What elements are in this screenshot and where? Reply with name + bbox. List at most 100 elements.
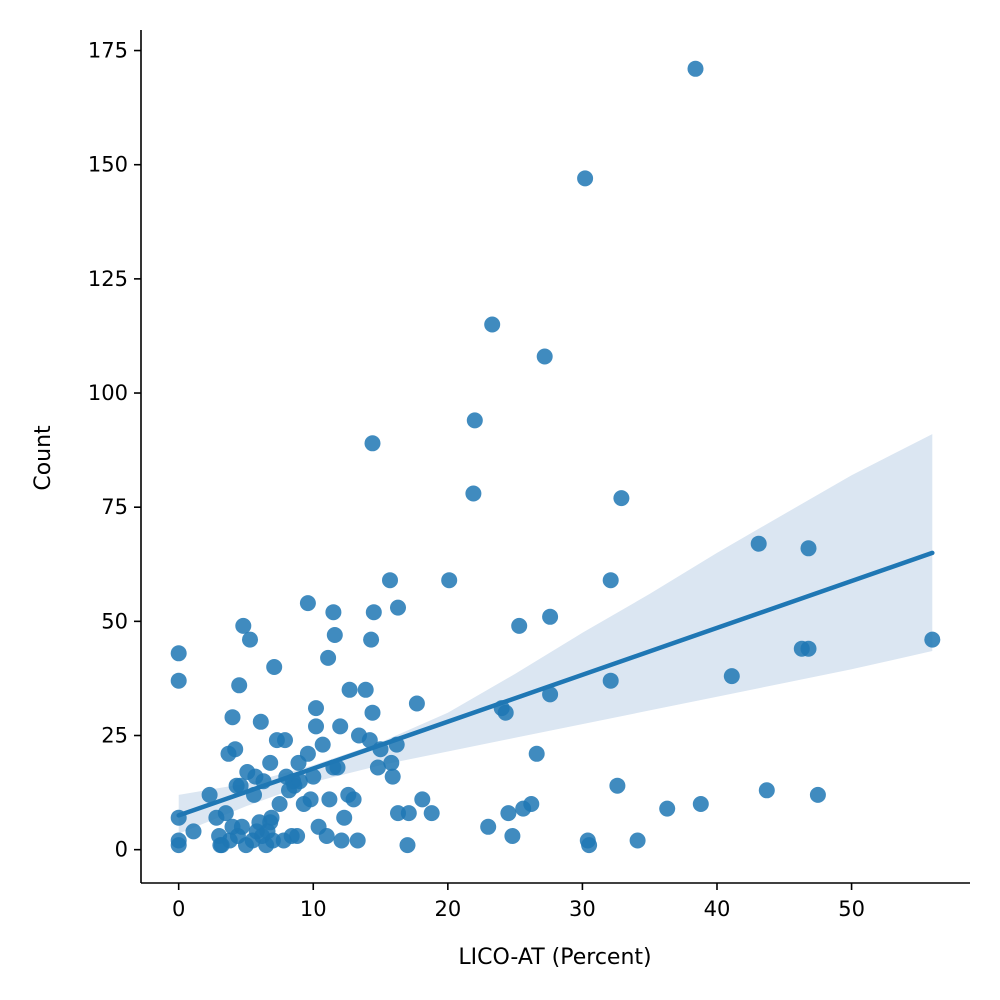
data-point <box>480 818 497 835</box>
y-ticks: 0 25 50 75 100 125 150 175 <box>88 39 141 862</box>
data-point <box>629 832 646 849</box>
data-point <box>542 686 559 703</box>
data-point <box>320 649 337 666</box>
data-point <box>383 754 400 771</box>
data-point <box>577 170 594 187</box>
data-point <box>484 316 501 333</box>
data-point <box>364 435 381 452</box>
data-point <box>613 490 630 507</box>
data-point <box>390 599 406 616</box>
data-point <box>687 60 704 77</box>
data-point <box>308 700 324 717</box>
data-point <box>382 572 398 589</box>
data-point <box>542 608 559 625</box>
data-point <box>247 768 264 785</box>
data-point <box>800 540 817 557</box>
y-tick-label: 150 <box>88 153 128 177</box>
data-point <box>528 745 545 762</box>
regression-line <box>176 550 935 818</box>
data-point <box>332 718 349 735</box>
data-point <box>321 791 338 808</box>
data-point <box>399 837 416 854</box>
data-point <box>511 617 528 634</box>
data-point <box>232 777 249 794</box>
x-axis-label: LICO-AT (Percent) <box>458 945 651 970</box>
data-point <box>283 828 300 844</box>
data-point <box>233 818 250 835</box>
data-point <box>408 695 425 712</box>
data-point <box>217 805 234 822</box>
data-point <box>602 672 619 689</box>
data-point <box>504 828 521 844</box>
data-point <box>291 773 308 790</box>
data-point <box>271 796 288 812</box>
data-point <box>201 786 218 803</box>
data-point <box>345 791 362 808</box>
data-point <box>333 832 350 849</box>
data-point <box>308 718 324 735</box>
data-point <box>310 818 327 835</box>
data-point <box>361 732 378 749</box>
data-point <box>231 677 248 694</box>
data-point <box>364 704 381 721</box>
data-point <box>723 668 740 685</box>
data-point <box>602 572 619 589</box>
y-tick-label: 25 <box>101 724 128 748</box>
data-point <box>384 768 401 785</box>
data-point <box>365 604 382 621</box>
data-point <box>224 709 241 726</box>
data-point <box>185 823 202 840</box>
y-tick-label: 0 <box>115 838 128 862</box>
y-tick-label: 75 <box>101 495 128 519</box>
data-point <box>357 681 374 698</box>
data-point <box>170 837 187 854</box>
data-point <box>423 805 440 822</box>
data-point <box>609 777 626 794</box>
data-point <box>220 745 237 762</box>
data-point <box>336 809 353 826</box>
data-point <box>523 796 540 812</box>
data-point <box>299 595 316 612</box>
data-point <box>758 782 775 799</box>
data-point <box>295 796 312 812</box>
points-layer <box>170 60 941 854</box>
data-point <box>263 809 280 826</box>
data-point <box>212 837 229 854</box>
data-point <box>581 837 598 854</box>
data-point <box>262 754 279 771</box>
x-tick-label: 50 <box>838 897 865 921</box>
x-ticks: 0 10 20 30 40 50 <box>172 883 865 921</box>
y-tick-label: 50 <box>101 609 128 633</box>
data-point <box>536 348 553 365</box>
data-point <box>497 704 514 721</box>
x-tick-label: 30 <box>569 897 596 921</box>
data-point <box>314 736 331 753</box>
data-point <box>441 572 458 589</box>
data-point <box>341 681 358 698</box>
data-point <box>692 796 709 812</box>
data-point <box>500 805 517 822</box>
data-point <box>235 617 252 634</box>
data-point <box>170 645 187 662</box>
data-point <box>259 823 276 840</box>
x-tick-label: 40 <box>704 897 731 921</box>
regression-line-layer <box>176 550 935 818</box>
data-point <box>414 791 431 808</box>
axes-layer <box>140 30 970 884</box>
data-point <box>465 485 482 502</box>
data-point <box>349 832 366 849</box>
data-point <box>170 672 187 689</box>
y-tick-label: 100 <box>88 381 128 405</box>
data-point <box>809 786 826 803</box>
data-point <box>390 805 406 822</box>
x-tick-label: 0 <box>172 897 185 921</box>
data-point <box>266 659 283 675</box>
data-point <box>659 800 676 817</box>
data-point <box>466 412 483 429</box>
x-tick-label: 20 <box>434 897 461 921</box>
data-point <box>277 732 293 749</box>
data-point <box>800 640 817 657</box>
data-point <box>305 768 322 785</box>
data-point <box>242 631 258 648</box>
